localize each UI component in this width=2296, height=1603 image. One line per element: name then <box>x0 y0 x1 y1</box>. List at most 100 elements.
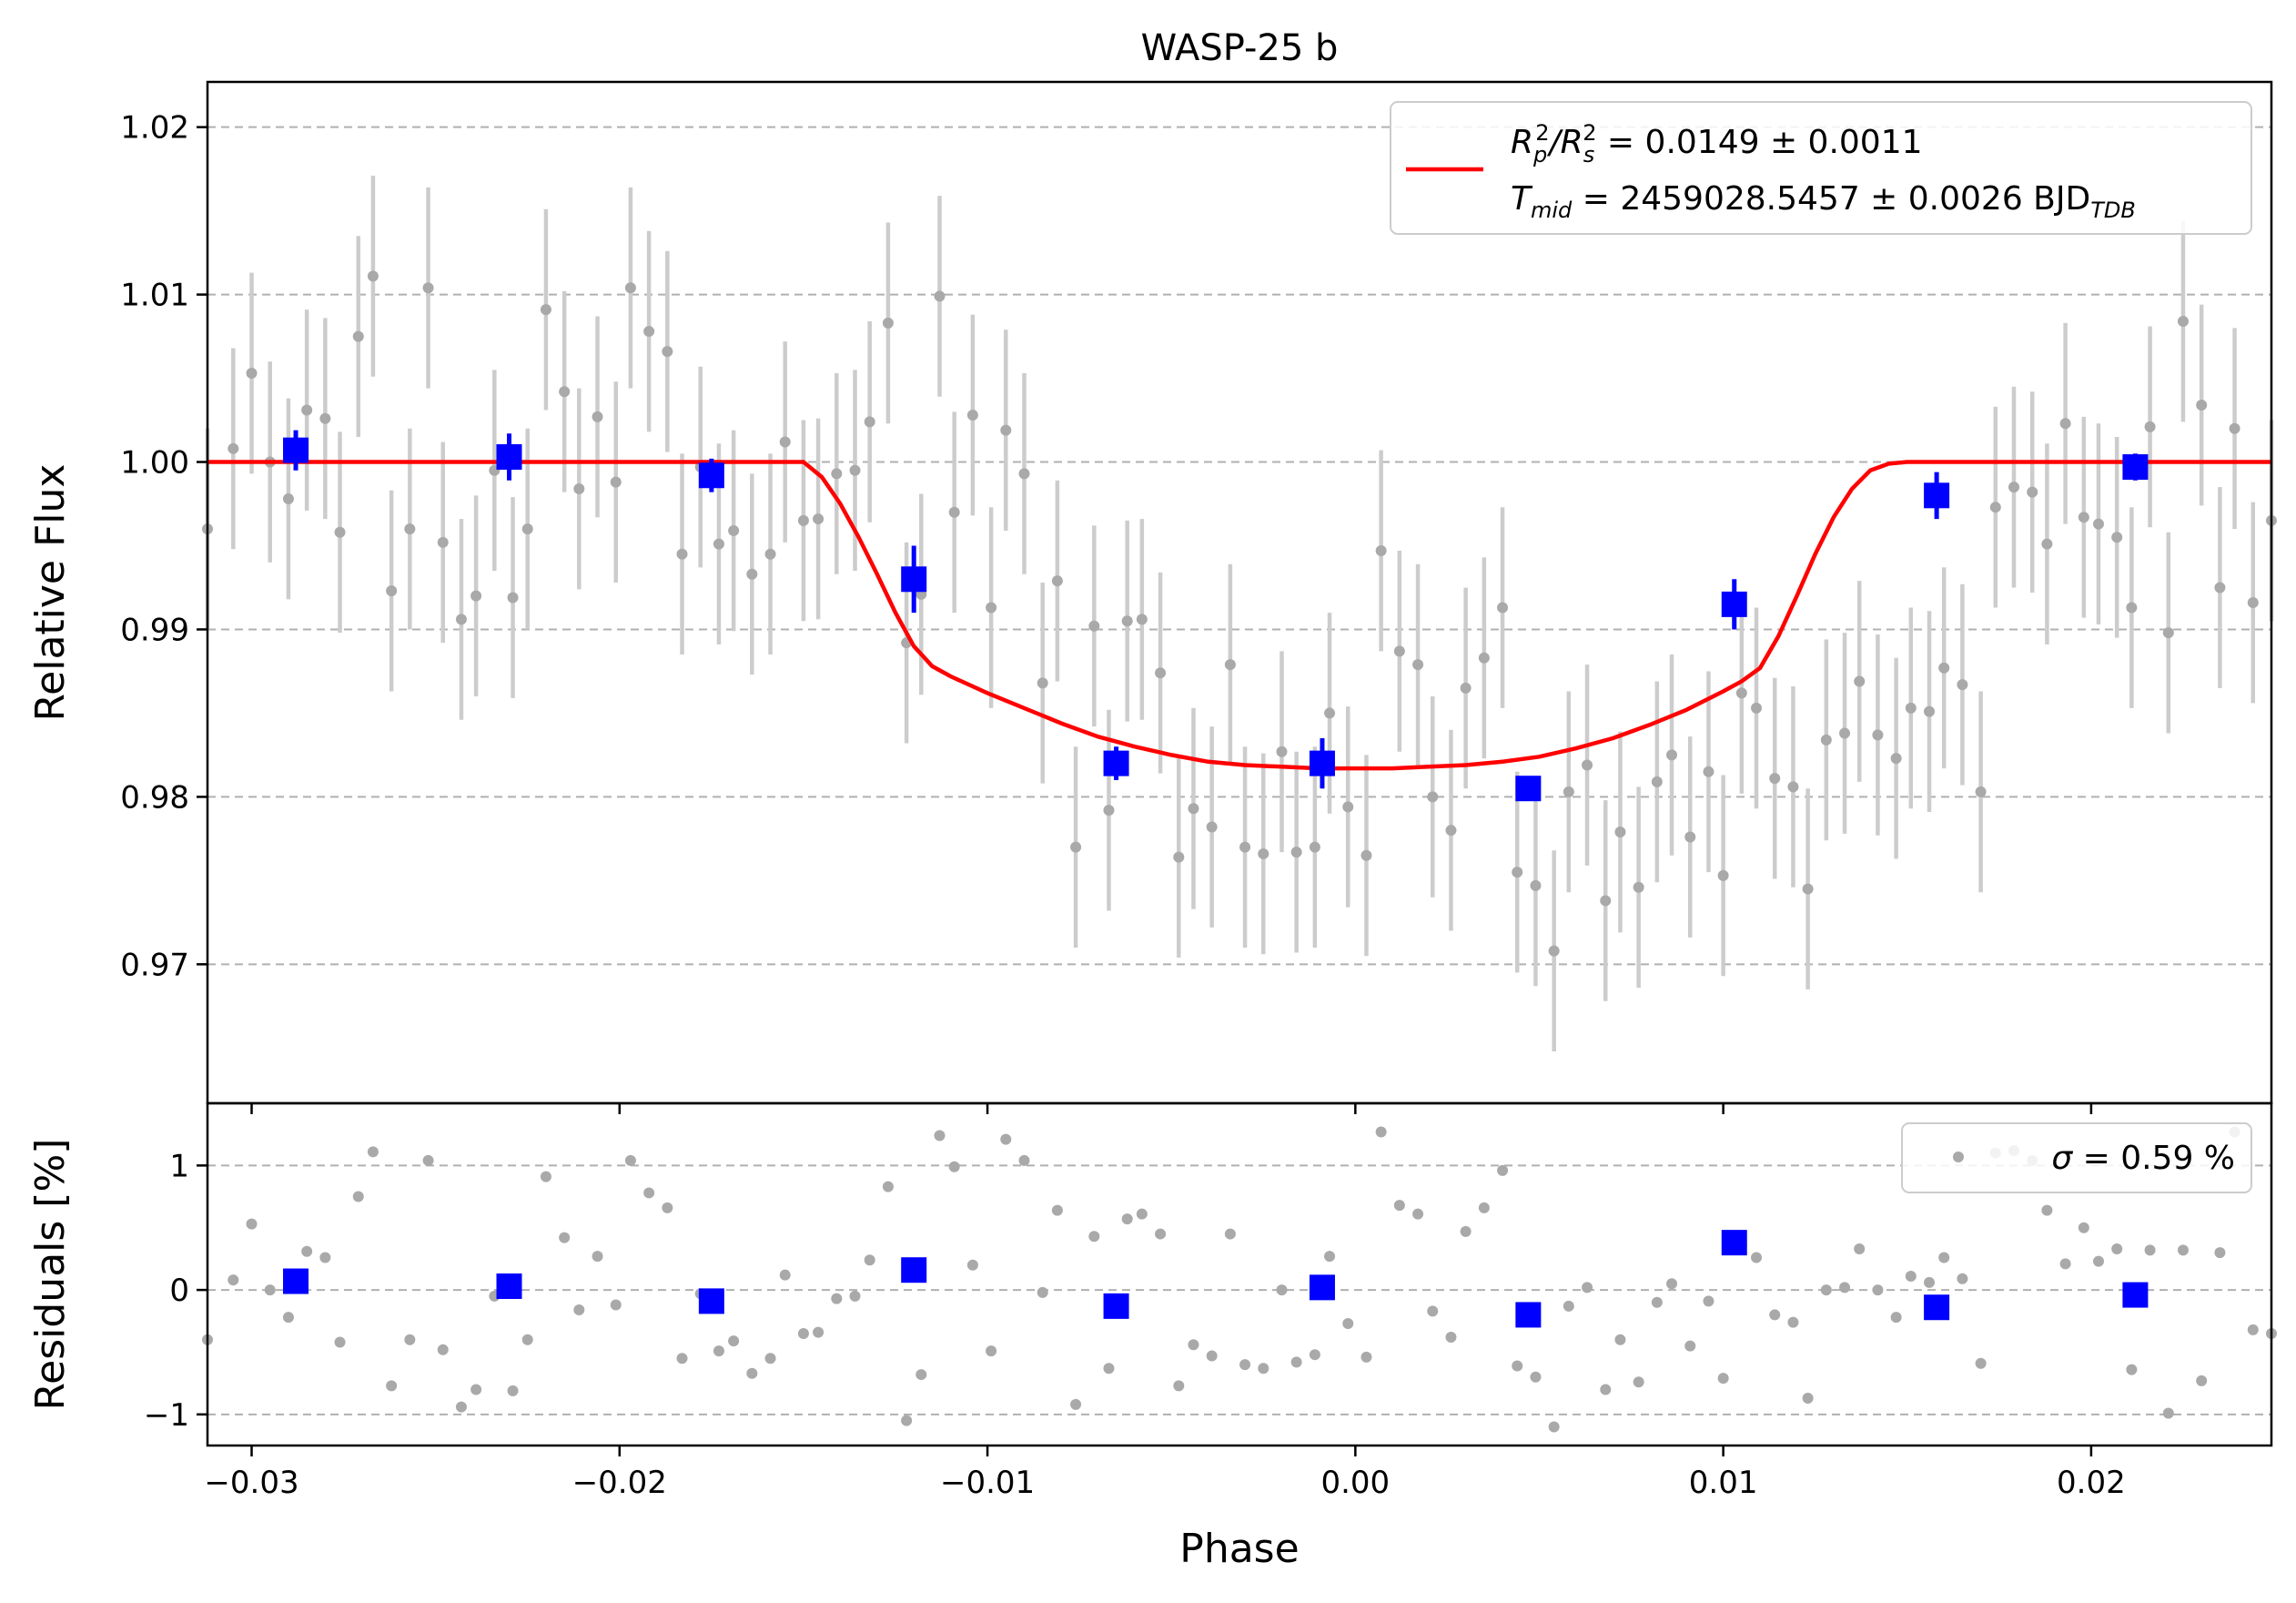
residuals-xtick-label: −0.02 <box>572 1465 667 1501</box>
raw-point <box>966 410 978 421</box>
residual-point <box>1000 1133 1012 1145</box>
residual-point <box>1037 1286 1048 1298</box>
raw-point <box>1548 945 1560 957</box>
raw-point <box>455 614 467 625</box>
residual-point <box>1445 1332 1457 1344</box>
raw-point <box>2247 597 2259 609</box>
raw-point <box>1188 803 1199 815</box>
residual-point <box>334 1336 346 1348</box>
raw-point <box>386 585 398 597</box>
residual-point <box>1600 1384 1612 1395</box>
residual-point <box>1276 1284 1288 1296</box>
raw-point <box>1375 545 1387 557</box>
main-yticks: 0.97 0.98 0.99 1.00 1.01 1.02 <box>120 110 2093 1114</box>
residual-point <box>779 1269 791 1281</box>
residual-point <box>2247 1324 2259 1335</box>
raw-point <box>1530 879 1542 891</box>
raw-point <box>1393 645 1405 657</box>
residual-point <box>1375 1126 1387 1138</box>
residual-point <box>1957 1273 1968 1284</box>
raw-point <box>764 548 776 560</box>
residual-point <box>624 1154 636 1166</box>
main-ytick-label: 1.01 <box>120 278 189 314</box>
residual-point <box>1769 1309 1781 1321</box>
raw-point <box>624 282 636 294</box>
residual-point <box>813 1326 824 1338</box>
residuals-xtick-label: 0.01 <box>1689 1465 1758 1501</box>
residual-point <box>540 1171 551 1182</box>
raw-point <box>2041 538 2053 550</box>
main-ytick-label: 1.00 <box>120 445 189 482</box>
raw-point <box>797 514 809 526</box>
raw-point <box>1600 895 1612 907</box>
residual-point <box>1188 1339 1199 1351</box>
raw-point <box>2196 399 2208 411</box>
raw-point <box>1890 753 1902 765</box>
residual-point <box>849 1290 861 1302</box>
raw-point <box>728 524 740 536</box>
residual-point <box>662 1202 673 1213</box>
raw-point <box>1478 652 1490 664</box>
residual-point <box>559 1232 571 1243</box>
raw-point <box>1136 614 1148 625</box>
residual-point <box>2078 1222 2089 1233</box>
residual-point <box>934 1130 946 1141</box>
residuals-xtick-label: −0.03 <box>204 1465 298 1501</box>
residual-point <box>1751 1252 1763 1263</box>
residuals-xticks: −0.03 −0.02 −0.01 0.00 0.01 0.02 <box>204 1446 2126 1501</box>
residuals-legend: σ = 0.59 % <box>1901 1122 2252 1193</box>
main-legend-box <box>1390 101 2252 235</box>
residual-point <box>2214 1247 2226 1259</box>
binned-point <box>1721 591 1747 617</box>
raw-point <box>1070 841 1082 853</box>
residual-point <box>301 1245 313 1257</box>
residual-point <box>1666 1278 1678 1290</box>
raw-point <box>2092 518 2104 530</box>
raw-point <box>882 317 894 329</box>
main-ytick-label: 0.98 <box>120 779 189 816</box>
raw-point <box>864 416 875 428</box>
raw-point <box>643 326 655 338</box>
residuals-frame <box>206 1101 2273 1447</box>
residual-point <box>592 1251 603 1263</box>
residual-point <box>1717 1373 1729 1385</box>
binned-point <box>901 566 927 593</box>
raw-point <box>2078 512 2089 523</box>
residuals-xlabel: Phase <box>1179 1526 1299 1572</box>
raw-point <box>746 568 758 580</box>
raw-point <box>1324 707 1336 719</box>
residual-point <box>228 1274 239 1286</box>
main-raw-points <box>202 270 2277 957</box>
raw-point <box>573 482 585 494</box>
residual-point <box>455 1401 467 1413</box>
residual-point <box>1088 1231 1100 1243</box>
raw-point <box>1563 786 1574 797</box>
raw-point <box>1239 841 1251 853</box>
raw-point <box>1018 468 1030 480</box>
raw-point <box>404 523 416 535</box>
raw-point <box>2008 482 2020 493</box>
raw-point <box>1427 791 1439 803</box>
raw-point <box>1412 659 1424 671</box>
residual-point <box>1051 1204 1063 1216</box>
residual-point <box>746 1367 758 1379</box>
raw-point <box>2126 602 2138 614</box>
raw-point <box>319 412 331 424</box>
residual-point <box>1787 1316 1799 1328</box>
residual-point <box>1614 1334 1626 1345</box>
residual-point <box>1872 1284 1884 1296</box>
residual-point <box>1239 1359 1251 1371</box>
raw-point <box>507 592 519 604</box>
raw-point <box>1651 776 1663 787</box>
residual-point <box>1224 1228 1236 1240</box>
residual-binned-point <box>1721 1230 1747 1256</box>
raw-point <box>1360 849 1372 861</box>
residual-point <box>986 1345 997 1357</box>
binned-point <box>1515 776 1542 802</box>
residual-point <box>1155 1228 1167 1240</box>
residual-point <box>2041 1204 2053 1216</box>
residual-point <box>797 1327 809 1339</box>
raw-point <box>831 468 843 480</box>
residual-binned-point <box>1103 1293 1129 1319</box>
